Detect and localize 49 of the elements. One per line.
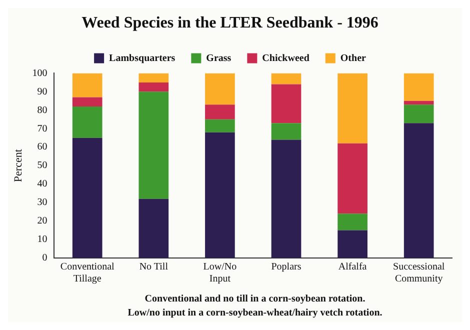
x-tick-label: Poplars [271,262,302,273]
bar [72,138,102,258]
bar [338,214,368,230]
x-tick-label: No Till [139,262,168,273]
legend-label: Grass [206,52,232,64]
y-tick-label: 40 [37,178,48,190]
bar [205,119,235,132]
y-tick-label: 20 [37,216,48,227]
bar [271,140,302,258]
bar [271,73,302,84]
y-tick-label: 10 [37,234,48,246]
bar [271,123,302,140]
x-tick-label: Alfalfa [338,262,368,273]
y-tick-label: 100 [32,68,48,79]
y-tick-label: 80 [37,104,48,116]
bar [404,100,434,105]
bar [404,73,434,101]
bar [138,73,169,82]
bar [271,84,302,124]
text: Low/no input in a corn-soybean-wheat/hairy vetch rotation. [128,308,383,319]
bar [338,143,368,214]
bar [72,73,102,98]
bar [205,73,235,105]
x-tick-label: Successional Community [393,262,445,285]
bar [205,104,235,120]
bar [138,82,169,92]
y-tick-label: 50 [37,160,48,172]
chart-title: Weed Species in the LTER Seedbank - 1996 [82,14,378,32]
bar [138,92,169,199]
x-tick-label: Conventional Tillage [60,262,115,285]
bar [72,106,102,138]
bar [205,132,235,258]
bar [338,230,368,258]
legend-label: Other [340,52,366,64]
legend-label: Lambsquarters [109,52,176,64]
y-tick-label: 70 [37,123,48,134]
bar [72,97,102,106]
bar [404,123,434,258]
text: Conventional and no till in a corn-soybean rotation. [144,294,366,305]
y-tick-label: 0 [42,252,48,264]
bar [138,198,169,258]
y-axis-title: Percent [12,149,24,182]
legend-label: Chickweed [262,52,310,64]
y-tick-label: 90 [37,86,48,98]
y-tick-label: 60 [37,142,48,153]
x-tick-label: Low/No Input [203,262,237,285]
y-tick-label: 30 [37,197,48,208]
bar [338,73,368,144]
bar [404,104,434,124]
